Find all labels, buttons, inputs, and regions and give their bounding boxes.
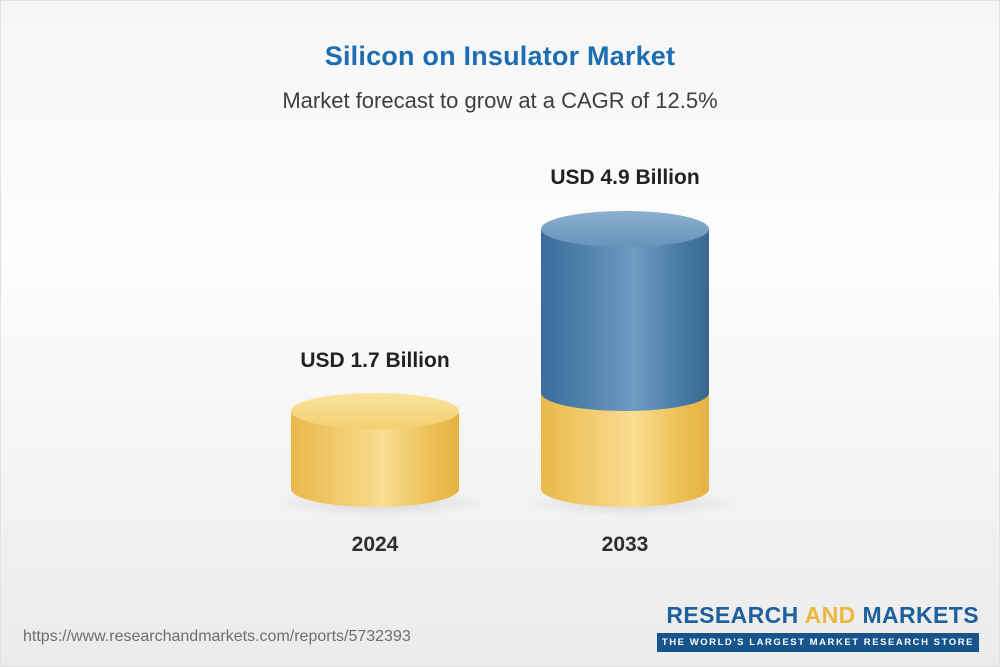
x-label-2024: 2024 (351, 533, 399, 556)
logo-word-markets: MARKETS (862, 602, 979, 628)
bar-2024-top-cap (291, 393, 459, 429)
bar-2033-gold-segment (541, 393, 709, 507)
bar-2024-gold-segment (291, 393, 459, 507)
bar-2033-blue-segment (541, 211, 709, 411)
logo-word-research: RESEARCH (666, 602, 799, 628)
research-and-markets-logo: RESEARCH AND MARKETS THE WORLD'S LARGEST… (656, 602, 979, 652)
x-label-2033: 2033 (601, 533, 649, 556)
value-label-2033: USD 4.9 Billion (550, 166, 700, 189)
bar-2033-blue-body (541, 229, 709, 411)
logo-wordmark: RESEARCH AND MARKETS (657, 602, 979, 629)
report-url-link[interactable]: https://www.researchandmarkets.com/repor… (23, 628, 411, 645)
logo-tagline: THE WORLD'S LARGEST MARKET RESEARCH STOR… (656, 633, 979, 652)
chart-subtitle: Market forecast to grow at a CAGR of 12.… (282, 88, 718, 113)
chart-title: Silicon on Insulator Market (324, 41, 676, 71)
logo-word-and: AND (804, 602, 856, 628)
bar-2033-gold-body (541, 393, 709, 507)
bar-2033-top-cap (541, 211, 709, 247)
value-label-2024: USD 1.7 Billion (300, 349, 450, 372)
